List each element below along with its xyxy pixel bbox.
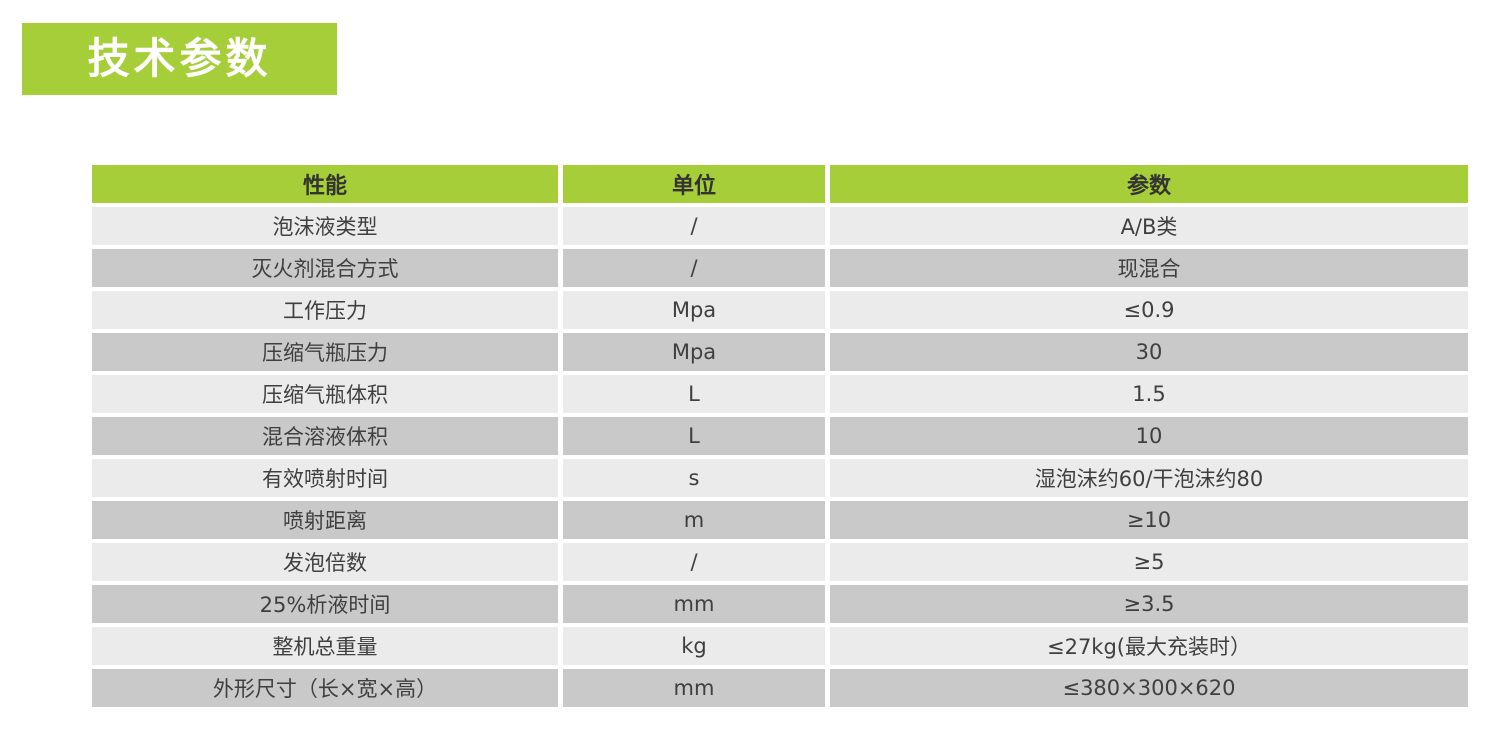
cell-value: A/B类 (830, 207, 1468, 249)
table-row: 发泡倍数 / ≥5 (92, 543, 1468, 585)
table-row: 整机总重量 kg ≤27kg(最大充装时） (92, 627, 1468, 669)
cell-performance: 发泡倍数 (92, 543, 563, 585)
cell-unit: Mpa (563, 333, 830, 375)
cell-unit: / (563, 249, 830, 291)
cell-value: ≥10 (830, 501, 1468, 543)
cell-unit: mm (563, 669, 830, 711)
column-header-performance: 性能 (92, 165, 563, 207)
cell-value: 湿泡沫约60/干泡沫约80 (830, 459, 1468, 501)
cell-unit: L (563, 417, 830, 459)
cell-performance: 泡沫液类型 (92, 207, 563, 249)
cell-value: ≥5 (830, 543, 1468, 585)
cell-performance: 灭火剂混合方式 (92, 249, 563, 291)
table-row: 25%析液时间 mm ≥3.5 (92, 585, 1468, 627)
cell-performance: 压缩气瓶压力 (92, 333, 563, 375)
cell-unit: / (563, 543, 830, 585)
specs-table: 性能 单位 参数 泡沫液类型 / A/B类 灭火剂混合方式 / 现混合 工作压力… (92, 165, 1468, 711)
table-row: 泡沫液类型 / A/B类 (92, 207, 1468, 249)
cell-performance: 外形尺寸（长×宽×高） (92, 669, 563, 711)
cell-value: 1.5 (830, 375, 1468, 417)
cell-value: ≥3.5 (830, 585, 1468, 627)
cell-performance: 25%析液时间 (92, 585, 563, 627)
table-row: 灭火剂混合方式 / 现混合 (92, 249, 1468, 291)
cell-unit: m (563, 501, 830, 543)
cell-performance: 整机总重量 (92, 627, 563, 669)
cell-performance: 压缩气瓶体积 (92, 375, 563, 417)
table-row: 压缩气瓶压力 Mpa 30 (92, 333, 1468, 375)
cell-unit: / (563, 207, 830, 249)
cell-unit: Mpa (563, 291, 830, 333)
column-header-parameter: 参数 (830, 165, 1468, 207)
table-row: 工作压力 Mpa ≤0.9 (92, 291, 1468, 333)
table-row: 压缩气瓶体积 L 1.5 (92, 375, 1468, 417)
table-header-row: 性能 单位 参数 (92, 165, 1468, 207)
cell-performance: 喷射距离 (92, 501, 563, 543)
cell-performance: 工作压力 (92, 291, 563, 333)
table-row: 有效喷射时间 s 湿泡沫约60/干泡沫约80 (92, 459, 1468, 501)
cell-value: 30 (830, 333, 1468, 375)
cell-performance: 有效喷射时间 (92, 459, 563, 501)
column-header-unit: 单位 (563, 165, 830, 207)
table-row: 喷射距离 m ≥10 (92, 501, 1468, 543)
cell-performance: 混合溶液体积 (92, 417, 563, 459)
cell-unit: s (563, 459, 830, 501)
page-title: 技术参数 (87, 34, 272, 83)
cell-value: 现混合 (830, 249, 1468, 291)
cell-value: ≤27kg(最大充装时） (830, 627, 1468, 669)
cell-value: ≤380×300×620 (830, 669, 1468, 711)
cell-unit: mm (563, 585, 830, 627)
table-row: 混合溶液体积 L 10 (92, 417, 1468, 459)
cell-value: 10 (830, 417, 1468, 459)
cell-unit: L (563, 375, 830, 417)
table-row: 外形尺寸（长×宽×高） mm ≤380×300×620 (92, 669, 1468, 711)
section-title-banner: 技术参数 (22, 23, 337, 95)
cell-unit: kg (563, 627, 830, 669)
cell-value: ≤0.9 (830, 291, 1468, 333)
